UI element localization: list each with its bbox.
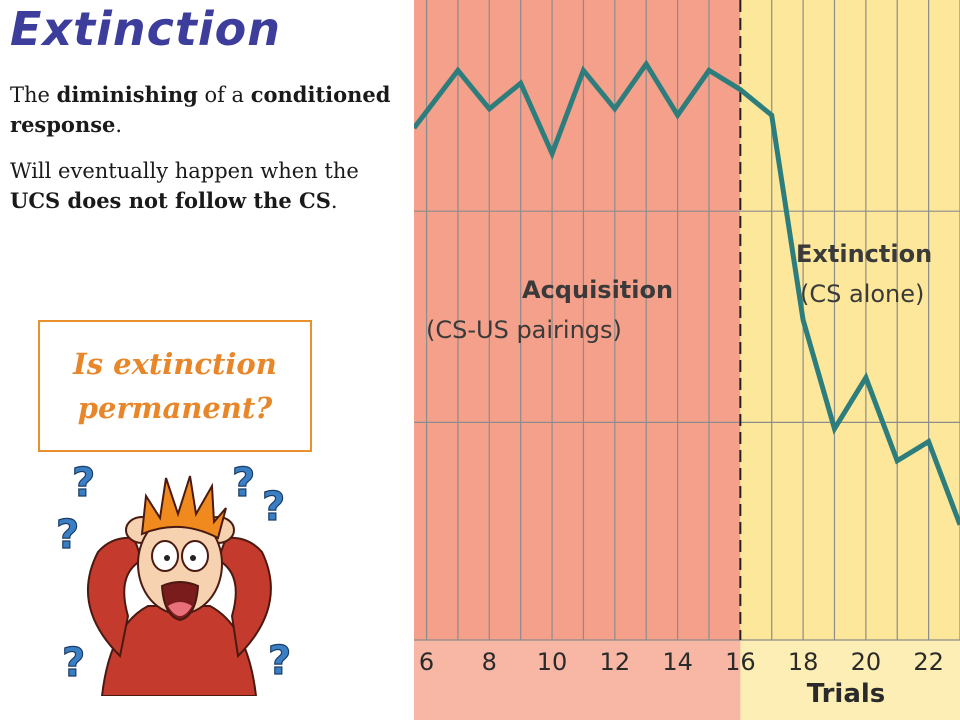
question-mark: ? bbox=[268, 638, 291, 684]
x-axis-label: Trials bbox=[807, 679, 886, 709]
left-arm bbox=[87, 536, 144, 659]
data-series bbox=[414, 59, 960, 526]
x-tick-label: 12 bbox=[600, 648, 631, 676]
definition-text: The diminishing of a conditioned respons… bbox=[10, 80, 410, 140]
extinction-background bbox=[740, 0, 960, 720]
x-tick-label: 18 bbox=[788, 648, 819, 676]
definition-bold-2: conditioned response bbox=[10, 82, 391, 137]
hair bbox=[140, 475, 227, 540]
question-callout: Is extinction permanent? bbox=[38, 320, 312, 452]
left-pupil bbox=[164, 555, 170, 561]
x-tick-label: 8 bbox=[482, 648, 497, 676]
question-mark: ? bbox=[72, 460, 95, 506]
phase-labels: Acquisition (CS-US pairings) Extinction … bbox=[426, 240, 932, 344]
definition-text-3: . bbox=[115, 113, 123, 137]
question-mark: ? bbox=[56, 512, 79, 558]
response-line bbox=[414, 59, 960, 526]
condition-text: Will eventually happen when the UCS does… bbox=[10, 156, 410, 216]
confused-person-illustration: ? ? ? ? ? ? bbox=[55, 459, 292, 696]
x-tick-label: 6 bbox=[419, 648, 434, 676]
question-callout-text: Is extinction permanent? bbox=[73, 347, 277, 425]
definition-bold-1: diminishing bbox=[56, 82, 198, 107]
acquisition-background bbox=[414, 0, 741, 720]
mouth bbox=[160, 581, 200, 622]
x-tick-label: 22 bbox=[913, 648, 944, 676]
condition-text-2: . bbox=[330, 189, 338, 213]
tongue bbox=[168, 602, 192, 616]
x-tick-label: 14 bbox=[662, 648, 693, 676]
acquisition-axis-strip bbox=[414, 640, 741, 720]
x-tick-label: 10 bbox=[537, 648, 568, 676]
phase-backgrounds bbox=[414, 0, 960, 720]
definition-text-1: The bbox=[10, 83, 57, 107]
question-mark: ? bbox=[62, 640, 85, 686]
extinction-title: Extinction bbox=[796, 240, 932, 268]
question-mark: ? bbox=[232, 460, 255, 506]
extinction-axis-strip bbox=[740, 640, 960, 720]
definition-text-2: of a bbox=[197, 83, 251, 107]
acquisition-title: Acquisition bbox=[522, 276, 673, 304]
shirt bbox=[100, 605, 258, 696]
right-arm bbox=[216, 536, 272, 659]
x-tick-label: 20 bbox=[851, 648, 882, 676]
acquisition-subtitle: (CS-US pairings) bbox=[426, 316, 622, 344]
x-tick-labels: 6 8 10 12 14 16 18 20 22 bbox=[419, 648, 944, 676]
right-pupil bbox=[190, 555, 196, 561]
condition-bold-1: UCS does not follow the CS bbox=[10, 188, 331, 213]
slide-title: Extinction bbox=[10, 2, 281, 56]
condition-text-1: Will eventually happen when the bbox=[10, 159, 359, 183]
extinction-chart: Acquisition (CS-US pairings) Extinction … bbox=[414, 0, 960, 720]
question-mark: ? bbox=[262, 484, 285, 530]
extinction-subtitle: (CS alone) bbox=[800, 280, 924, 308]
x-tick-label: 16 bbox=[725, 648, 756, 676]
